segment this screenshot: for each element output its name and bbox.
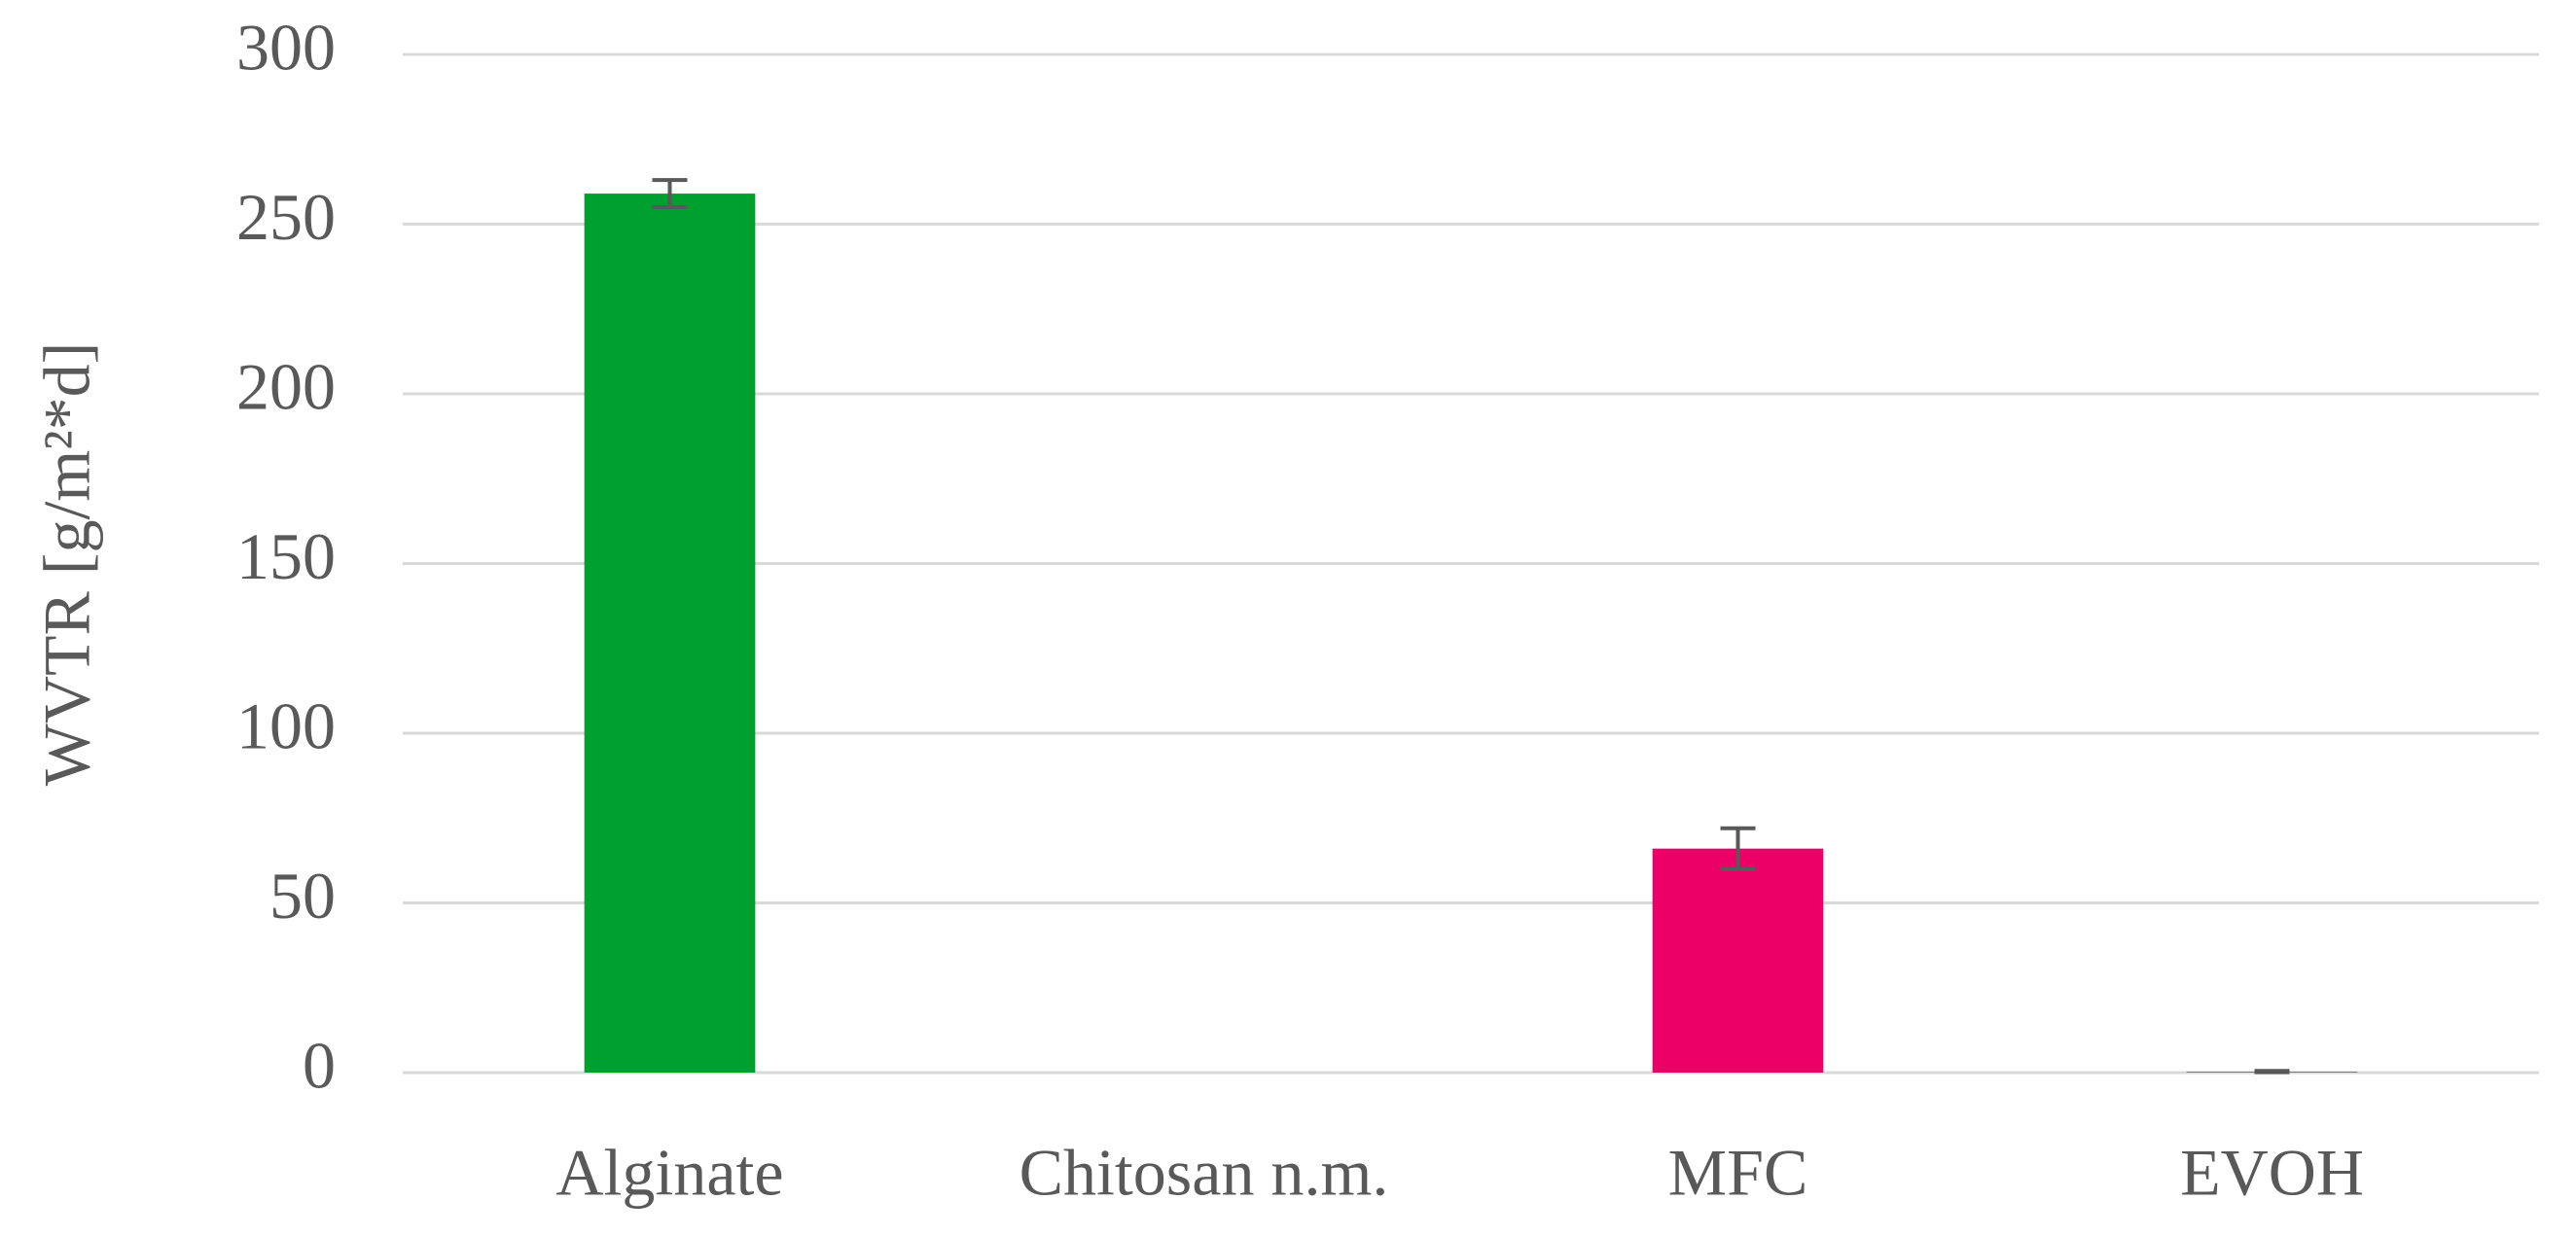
x-tick-label: Chitosan n.m.: [1020, 1136, 1389, 1210]
x-tick-label: MFC: [1668, 1136, 1808, 1210]
bar: [1652, 848, 1824, 1073]
y-axis-title: WVTR [g/m²*d]: [30, 342, 104, 787]
y-tick-label: 50: [269, 859, 336, 933]
bar: [584, 194, 756, 1074]
x-tick-label: Alginate: [555, 1136, 783, 1210]
y-tick-label: 100: [236, 689, 336, 763]
y-tick-label: 300: [236, 11, 336, 85]
y-tick-label: 250: [236, 180, 336, 254]
x-tick-label: EVOH: [2180, 1136, 2364, 1210]
y-tick-label: 0: [303, 1029, 336, 1103]
y-tick-label: 150: [236, 519, 336, 593]
y-tick-label: 200: [236, 350, 336, 424]
